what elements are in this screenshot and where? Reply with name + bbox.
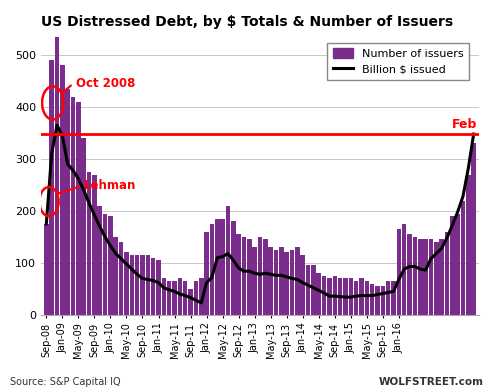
Bar [279, 247, 284, 315]
Text: WOLFSTREET.com: WOLFSTREET.com [379, 377, 484, 387]
Bar [205, 232, 209, 315]
Bar [268, 247, 273, 315]
Bar [172, 281, 177, 315]
Bar [391, 281, 396, 315]
Bar [450, 216, 454, 315]
Bar [461, 201, 465, 315]
Bar [129, 255, 134, 315]
Bar [455, 214, 460, 315]
Bar [370, 284, 374, 315]
Bar [402, 224, 407, 315]
Bar [418, 240, 422, 315]
Text: Oct 2008: Oct 2008 [76, 77, 135, 90]
Bar [215, 219, 219, 315]
Bar [220, 219, 225, 315]
Bar [108, 216, 113, 315]
Bar [365, 281, 369, 315]
Bar [380, 286, 385, 315]
Bar [242, 237, 246, 315]
Bar [375, 286, 380, 315]
Bar [445, 232, 449, 315]
Bar [407, 234, 412, 315]
Bar [386, 281, 390, 315]
Bar [434, 242, 439, 315]
Bar [44, 224, 48, 315]
Bar [354, 281, 359, 315]
Bar [82, 138, 86, 315]
Text: US Distressed Debt, by $ Totals & Number of Issuers: US Distressed Debt, by $ Totals & Number… [41, 15, 453, 29]
Bar [87, 172, 91, 315]
Bar [162, 279, 166, 315]
Bar [349, 279, 353, 315]
Bar [306, 265, 310, 315]
Legend: Number of issuers, Billion $ issued: Number of issuers, Billion $ issued [328, 43, 469, 80]
Bar [209, 224, 214, 315]
Bar [343, 279, 348, 315]
Bar [167, 281, 171, 315]
Bar [295, 247, 300, 315]
Bar [252, 247, 257, 315]
Bar [124, 252, 129, 315]
Bar [140, 255, 145, 315]
Bar [188, 289, 193, 315]
Bar [327, 279, 331, 315]
Bar [231, 221, 236, 315]
Bar [338, 279, 342, 315]
Bar [146, 255, 150, 315]
Bar [119, 242, 124, 315]
Bar [92, 175, 97, 315]
Bar [300, 255, 305, 315]
Bar [156, 260, 161, 315]
Bar [274, 250, 278, 315]
Bar [263, 240, 268, 315]
Bar [71, 96, 75, 315]
Bar [199, 279, 204, 315]
Bar [285, 252, 289, 315]
Bar [76, 102, 81, 315]
Bar [311, 265, 316, 315]
Text: Feb: Feb [452, 118, 477, 131]
Bar [466, 175, 471, 315]
Text: Source: S&P Capital IQ: Source: S&P Capital IQ [10, 377, 121, 387]
Bar [236, 234, 241, 315]
Bar [247, 240, 251, 315]
Bar [60, 65, 65, 315]
Bar [322, 276, 327, 315]
Bar [429, 240, 433, 315]
Bar [194, 281, 198, 315]
Bar [114, 237, 118, 315]
Bar [55, 37, 59, 315]
Bar [97, 206, 102, 315]
Bar [65, 89, 70, 315]
Bar [226, 206, 230, 315]
Text: Lehman: Lehman [83, 179, 136, 193]
Bar [178, 279, 182, 315]
Bar [317, 273, 321, 315]
Bar [290, 250, 294, 315]
Bar [471, 144, 476, 315]
Bar [183, 281, 188, 315]
Bar [423, 240, 428, 315]
Bar [258, 237, 262, 315]
Bar [412, 237, 417, 315]
Bar [135, 255, 139, 315]
Bar [397, 229, 401, 315]
Bar [49, 60, 54, 315]
Bar [359, 279, 364, 315]
Bar [103, 214, 107, 315]
Bar [439, 240, 444, 315]
Bar [332, 276, 337, 315]
Bar [151, 258, 156, 315]
